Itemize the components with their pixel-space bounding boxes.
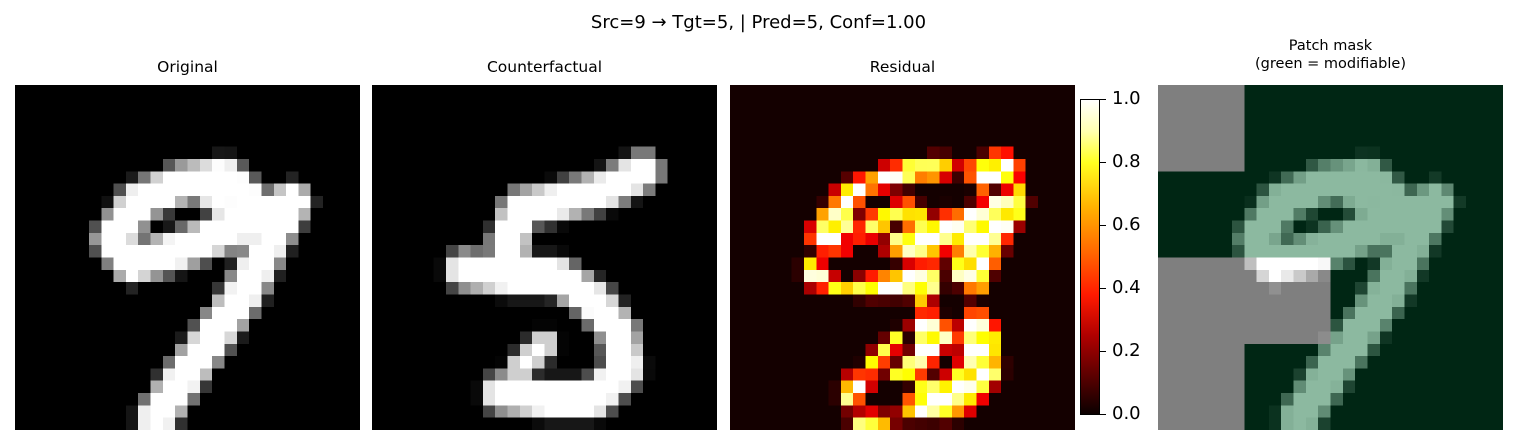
colorbar-tick-label: 0.6	[1112, 214, 1141, 235]
patch-mask-panel	[1158, 85, 1503, 430]
figure-title: Src=9 → Tgt=5, | Pred=5, Conf=1.00	[590, 12, 927, 33]
colorbar-tick	[1100, 225, 1106, 226]
colorbar-tick	[1100, 162, 1106, 163]
colorbar-tick	[1100, 288, 1106, 289]
counterfactual-image-panel	[372, 85, 717, 430]
colorbar-tick	[1100, 99, 1106, 100]
colorbar-tick	[1100, 414, 1106, 415]
colorbar-tick	[1100, 351, 1106, 352]
counterfactual-digit-image	[372, 85, 717, 430]
original-title: Original	[157, 58, 218, 76]
original-image-panel	[15, 85, 360, 430]
residual-title: Residual	[869, 58, 936, 76]
colorbar-tick-label: 0.8	[1112, 151, 1141, 172]
colorbar	[1080, 99, 1100, 415]
patch-mask-image	[1158, 85, 1503, 430]
residual-heatmap-panel	[730, 85, 1075, 430]
patch-mask-title-line1: Patch mask	[1288, 38, 1373, 54]
residual-heatmap-image	[730, 85, 1075, 430]
patch-mask-title-line2: (green = modifiable)	[1255, 56, 1406, 72]
counterfactual-title: Counterfactual	[486, 58, 603, 76]
colorbar-tick-label: 0.4	[1112, 277, 1141, 298]
colorbar-tick-label: 0.0	[1112, 403, 1141, 424]
colorbar-tick-label: 1.0	[1112, 88, 1141, 109]
original-digit-image	[15, 85, 360, 430]
colorbar-tick-label: 0.2	[1112, 340, 1141, 361]
patch-mask-title: Patch mask (green = modifiable)	[1158, 37, 1503, 73]
